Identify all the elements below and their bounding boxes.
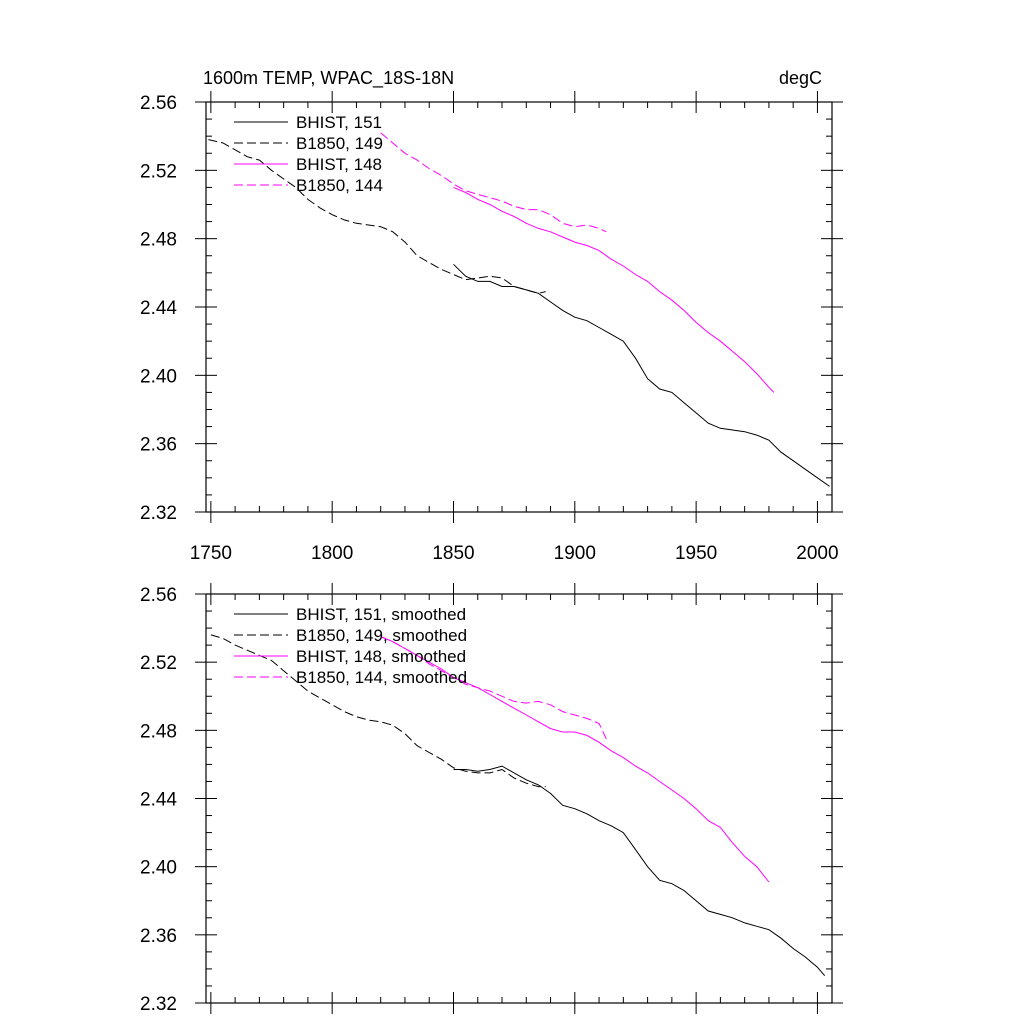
chart-title: 1600m TEMP, WPAC_18S-18N	[203, 68, 454, 89]
y-tick-label: 2.36	[140, 435, 177, 456]
legend-label: B1850, 149, smoothed	[296, 626, 467, 645]
y-tick-label: 2.52	[140, 653, 177, 674]
y-tick-label: 2.56	[140, 93, 177, 114]
y-tick-label: 2.44	[140, 298, 177, 319]
x-tick-label: 1750	[190, 543, 232, 564]
x-tick-label: 1800	[311, 543, 353, 564]
x-tick-label: 1850	[432, 543, 474, 564]
legend-label: BHIST, 148, smoothed	[296, 647, 466, 666]
y-tick-label: 2.40	[140, 858, 177, 879]
series-line-3	[453, 186, 775, 393]
y-tick-label: 2.52	[140, 161, 177, 182]
legend-label: B1850, 144	[296, 176, 383, 195]
series-line-2	[208, 139, 546, 294]
bottom-panel: 2.56 2.52 2.48 2.44 2.40 2.36 2.32 BHIST, 151, …	[140, 583, 843, 1015]
top-panel: 1600m TEMP, WPAC_18S-18N degC 1750 1800 18…	[140, 68, 843, 564]
x-tick-label: 1950	[675, 543, 717, 564]
legend-label: BHIST, 151	[296, 113, 382, 132]
legend-label: B1850, 144, smoothed	[296, 668, 467, 687]
y-tick-label: 2.36	[140, 926, 177, 947]
series-line-4	[380, 636, 607, 740]
y-tick-label: 2.48	[140, 230, 177, 251]
series-line-1	[453, 263, 830, 487]
y-tick-label: 2.44	[140, 790, 177, 811]
y-tick-label: 2.32	[140, 503, 177, 524]
y-tick-label: 2.32	[140, 994, 177, 1015]
series-line-1	[453, 765, 826, 977]
y-tick-label: 2.56	[140, 585, 177, 606]
x-tick-label: 2000	[796, 543, 838, 564]
series-line-3	[380, 636, 770, 883]
units-label: degC	[779, 68, 822, 88]
legend-label: BHIST, 151, smoothed	[296, 605, 466, 624]
y-tick-label: 2.48	[140, 721, 177, 742]
legend-label: BHIST, 148	[296, 155, 382, 174]
y-tick-label: 2.40	[140, 366, 177, 387]
series-line-4	[380, 132, 607, 233]
legend-label: B1850, 149	[296, 134, 383, 153]
x-tick-label: 1900	[554, 543, 596, 564]
